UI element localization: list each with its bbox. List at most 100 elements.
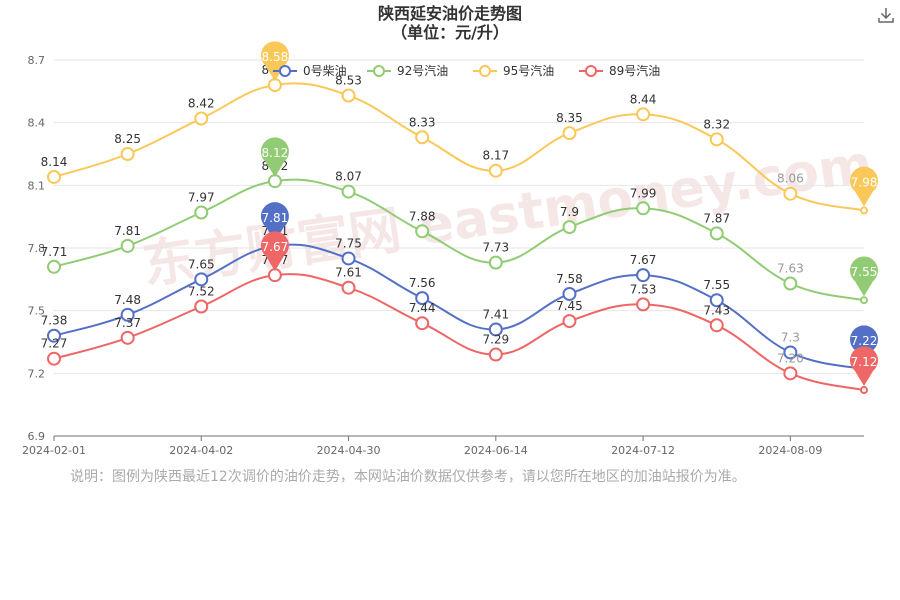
data-point <box>488 322 503 337</box>
data-label: 8.35 <box>556 111 583 125</box>
end-pin: 7.12 <box>850 346 878 387</box>
data-point <box>194 299 209 314</box>
data-point <box>194 272 209 287</box>
x-tick-label: 2024-06-14 <box>464 444 528 457</box>
data-point <box>709 293 724 308</box>
end-pin: 7.55 <box>850 256 878 297</box>
end-pin-shape <box>850 256 878 297</box>
end-pin-shape <box>850 325 878 366</box>
max-pin-shape <box>260 231 289 272</box>
y-tick-label: 8.4 <box>28 117 46 130</box>
data-point <box>562 220 577 235</box>
data-label: 7.73 <box>482 241 509 255</box>
end-pin-label: 7.98 <box>851 175 878 189</box>
data-label: 7.29 <box>482 333 509 347</box>
data-label: 8.44 <box>630 92 657 106</box>
legend[interactable]: 0号柴油 92号汽油 95号汽油 89号汽油 <box>273 63 660 78</box>
data-point <box>783 345 798 360</box>
max-pin-label: 8.12 <box>262 146 289 160</box>
data-label: 7.71 <box>41 245 68 259</box>
data-label: 7.58 <box>556 272 583 286</box>
series-line <box>53 178 865 302</box>
legend-item[interactable]: 95号汽油 <box>473 63 554 78</box>
legend-swatch-dot <box>279 65 291 77</box>
data-point <box>709 318 724 333</box>
data-point <box>709 132 724 147</box>
data-point <box>860 296 868 305</box>
y-axis: 6.9 7.2 7.5 7.8 8.1 8.4 8.7 <box>28 54 46 443</box>
y-tick-label: 7.2 <box>28 367 46 380</box>
data-label: 8.14 <box>41 155 68 169</box>
max-pin: 8.58 <box>260 41 289 82</box>
data-label: 8.07 <box>335 170 362 184</box>
legend-swatch-dot <box>585 65 597 77</box>
data-label: 8.06 <box>777 172 804 186</box>
data-point <box>860 386 868 395</box>
data-point <box>636 201 651 216</box>
data-label: 7.44 <box>409 301 436 315</box>
data-label: 7.20 <box>777 351 804 365</box>
data-label: 7.67 <box>630 253 657 267</box>
data-point <box>194 111 209 126</box>
x-tick-label: 2024-04-02 <box>169 444 233 457</box>
end-pin: 7.98 <box>850 166 878 207</box>
data-point <box>783 366 798 381</box>
data-label: 7.56 <box>409 276 436 290</box>
data-label: 7.81 <box>114 224 141 238</box>
data-label: 7.3 <box>781 330 800 344</box>
y-tick-label: 8.1 <box>28 179 46 192</box>
data-label: 7.55 <box>703 278 730 292</box>
data-point <box>415 316 430 331</box>
chart-title: 陕西延安油价走势图 <box>378 4 522 23</box>
data-label: 7.48 <box>114 293 141 307</box>
y-tick-label: 8.7 <box>28 54 46 67</box>
legend-label: 89号汽油 <box>609 63 660 78</box>
max-pin: 7.67 <box>260 231 289 272</box>
max-pin-label: 7.67 <box>262 240 289 254</box>
data-point <box>562 314 577 329</box>
data-point <box>636 268 651 283</box>
data-label: 7.75 <box>335 236 362 250</box>
data-point <box>488 163 503 178</box>
chart-subtitle: （单位：元/升） <box>391 23 509 42</box>
data-label: 7.37 <box>114 316 141 330</box>
x-axis: 2024-02-01 2024-04-02 2024-04-30 2024-06-14… <box>22 435 864 457</box>
max-pin: 8.12 <box>260 137 289 178</box>
data-point <box>341 251 356 266</box>
data-label: 8.32 <box>703 117 730 131</box>
data-point <box>636 107 651 122</box>
data-label: 8.17 <box>482 149 509 163</box>
end-pin-label: 7.12 <box>851 355 878 369</box>
end-pin: 7.22 <box>850 325 878 366</box>
data-label: 8.25 <box>114 132 141 146</box>
data-point <box>120 147 135 161</box>
data-label: 7.9 <box>560 205 579 219</box>
max-pin-label: 7.81 <box>262 211 289 225</box>
data-point <box>709 226 724 241</box>
data-point <box>415 291 430 306</box>
legend-item[interactable]: 89号汽油 <box>579 63 660 78</box>
legend-item[interactable]: 92号汽油 <box>367 63 448 78</box>
data-label: 7.45 <box>556 299 583 313</box>
data-label: 7.41 <box>482 307 509 321</box>
data-label: 7.38 <box>41 314 68 328</box>
download-icon[interactable] <box>877 6 895 24</box>
y-tick-label: 6.9 <box>28 430 46 443</box>
x-tick-label: 2024-04-30 <box>317 444 381 457</box>
data-label: 8.42 <box>188 96 215 110</box>
data-point <box>488 347 503 362</box>
data-point <box>120 307 135 322</box>
max-pin: 7.81 <box>260 202 289 242</box>
pins: 7.81 7.22 8.12 7.55 8.58 7.98 7.67 7.12 <box>260 41 878 387</box>
x-tick-label: 2024-07-12 <box>611 444 675 457</box>
legend-item[interactable]: 0号柴油 <box>273 64 347 78</box>
x-tick-label: 2024-02-01 <box>22 444 86 457</box>
series-line <box>53 243 865 371</box>
data-point <box>860 206 868 215</box>
data-point <box>636 297 651 312</box>
data-label: 7.61 <box>335 266 362 280</box>
legend-swatch-dot <box>373 65 385 77</box>
data-label: 7.52 <box>188 284 215 298</box>
data-point <box>415 224 430 239</box>
data-label: 8.33 <box>409 115 436 129</box>
